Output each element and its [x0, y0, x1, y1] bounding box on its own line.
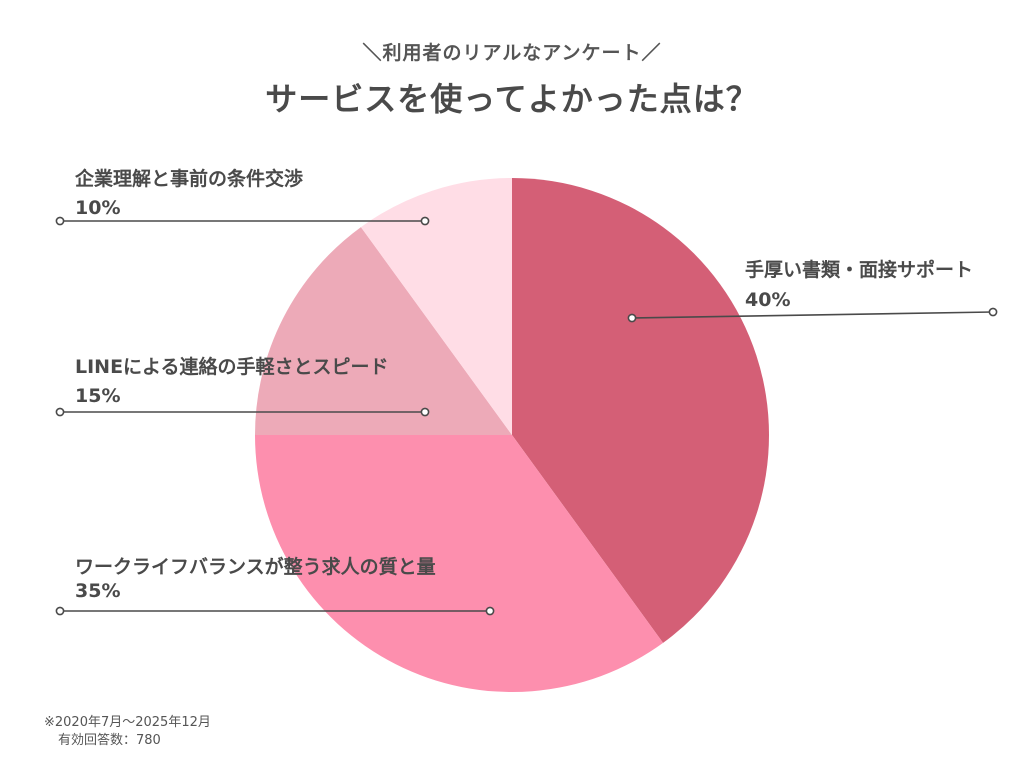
pie-slice-3	[255, 227, 512, 435]
slice-label-3: LINEによる連絡の手軽さとスピード	[75, 355, 389, 378]
slice-value-label-4: 10%	[75, 197, 120, 219]
footnote-responses: 有効回答数：780	[58, 733, 161, 748]
slice-label-2: ワークライフバランスが整う求人の質と量	[75, 555, 436, 578]
pie-slice-2	[255, 435, 664, 693]
leader-dot-outer-1	[988, 307, 998, 317]
leader-dot-inner-4	[420, 216, 430, 226]
leader-dot-outer-2	[55, 606, 65, 616]
leader-dot-inner-3	[420, 407, 430, 417]
chart-subtitle: ＼利用者のリアルなアンケート／	[362, 42, 662, 64]
chart-title: サービスを使ってよかった点は？	[265, 80, 759, 118]
slice-label-1: 手厚い書類・面接サポート	[745, 258, 973, 281]
slice-value-label-3: 15%	[75, 385, 120, 407]
leader-line-1	[631, 311, 994, 319]
slice-label-4: 企業理解と事前の条件交渉	[74, 167, 303, 190]
leader-dot-inner-2	[485, 606, 495, 616]
pie-slice-4	[360, 178, 512, 435]
leader-dot-outer-3	[55, 407, 65, 417]
footnote: ※2020年7月〜2025年12月 有効回答数：780	[44, 714, 211, 750]
leader-dot-inner-1	[627, 313, 637, 323]
leader-dot-outer-4	[55, 216, 65, 226]
pie-slice-1	[512, 178, 770, 643]
slice-value-label-1: 40%	[745, 289, 790, 311]
pie-slices	[255, 178, 770, 693]
footnote-period: ※2020年7月〜2025年12月	[44, 715, 211, 730]
slice-value-label-2: 35%	[75, 580, 120, 602]
